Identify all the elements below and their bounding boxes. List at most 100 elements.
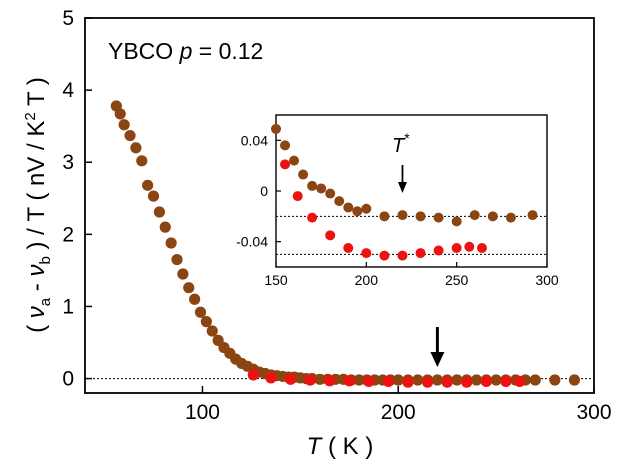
x-axis-title: T ( K ) xyxy=(307,433,374,460)
main-x-tick-label: 200 xyxy=(381,401,416,424)
red-data-point xyxy=(284,373,297,385)
brown-data-point xyxy=(118,119,130,131)
main-y-tick-label: 3 xyxy=(62,151,74,174)
y-axis-title: ( νa - νb ) / T ( nV / K2 T ) xyxy=(22,77,54,333)
inset-brown-data-point xyxy=(307,180,318,191)
red-data-point xyxy=(500,375,512,388)
main-x-tick-label: 300 xyxy=(576,401,611,424)
brown-data-point xyxy=(165,237,177,249)
main-y-ticks: 0 1 2 3 4 5 xyxy=(62,7,92,391)
inset-brown-data-point xyxy=(343,202,354,213)
main-y-tick-label: 1 xyxy=(62,295,74,318)
inset-plot-frame xyxy=(275,114,548,268)
inset-tstar-annotation: T* xyxy=(392,130,410,157)
red-data-point xyxy=(324,375,336,387)
inset-x-tick-label: 250 xyxy=(445,272,469,288)
brown-data-point xyxy=(470,374,483,386)
red-data-point xyxy=(421,376,434,388)
inset-brown-data-point xyxy=(271,123,281,134)
inset-brown-data-point xyxy=(361,203,372,214)
inset-x-tick-label: 300 xyxy=(535,272,559,288)
inset-red-data-point xyxy=(476,243,487,253)
inset-data-points xyxy=(271,123,538,261)
inset-red-data-point xyxy=(325,230,336,241)
brown-data-point xyxy=(431,374,443,386)
inset-y-tick-label: -0.04 xyxy=(236,234,268,250)
main-y-tick-label: 4 xyxy=(62,79,74,102)
red-data-point xyxy=(265,372,277,384)
inset-red-data-point xyxy=(397,250,408,261)
inset-red-data-point xyxy=(415,248,426,259)
red-data-point xyxy=(304,374,316,386)
brown-data-point xyxy=(412,374,424,386)
brown-data-point xyxy=(568,374,581,386)
brown-data-point xyxy=(529,374,541,386)
main-y-tick-label: 0 xyxy=(62,368,74,391)
inset-brown-data-point xyxy=(451,216,462,227)
brown-data-point xyxy=(171,253,183,266)
main-arrow-marker xyxy=(430,327,445,367)
inset-red-data-point xyxy=(379,250,390,261)
main-plot-frame xyxy=(84,17,595,394)
inset-red-data-point xyxy=(464,241,475,252)
inset-red-data-point xyxy=(451,243,462,253)
brown-data-point xyxy=(130,142,142,154)
brown-data-point xyxy=(451,374,463,386)
sample-annotation: YBCO p = 0.12 xyxy=(108,38,263,64)
brown-data-point xyxy=(353,374,365,386)
main-x-tick-label: 100 xyxy=(185,401,220,424)
inset-red-data-point xyxy=(433,245,444,256)
brown-data-point xyxy=(189,293,201,305)
red-data-point xyxy=(402,376,414,388)
brown-data-point xyxy=(136,155,148,167)
brown-data-point xyxy=(194,306,207,318)
red-data-point xyxy=(480,375,492,388)
main-y-tick-label: 5 xyxy=(62,7,74,30)
brown-data-point xyxy=(159,221,171,233)
inset-y-ticks: 0.04 0 -0.04 xyxy=(236,132,281,250)
inset-brown-data-point xyxy=(280,140,291,151)
inset-red-data-point xyxy=(280,159,291,170)
inset-brown-data-point xyxy=(379,211,390,222)
inset-red-data-point xyxy=(361,248,372,259)
inset-brown-data-point xyxy=(316,183,327,194)
brown-data-point xyxy=(147,190,160,202)
inset-brown-data-point xyxy=(433,212,444,223)
inset-red-data-point xyxy=(343,243,354,253)
red-data-point xyxy=(382,375,395,388)
brown-data-point xyxy=(392,374,404,386)
inset-brown-data-point xyxy=(397,210,408,221)
inset-y-tick-label: 0.04 xyxy=(241,132,268,148)
inset-x-tick-label: 150 xyxy=(264,272,288,288)
inset-brown-data-point xyxy=(325,188,336,199)
brown-data-point xyxy=(177,268,189,280)
inset-x-ticks: 150 200 250 300 xyxy=(264,262,559,288)
brown-data-point xyxy=(153,206,165,218)
red-data-point xyxy=(247,369,259,381)
inset-y-tick-label: 0 xyxy=(260,183,268,199)
brown-data-point xyxy=(183,282,195,294)
red-data-point xyxy=(343,375,355,387)
inset-brown-data-point xyxy=(487,211,498,222)
inset-brown-data-point xyxy=(527,210,538,221)
brown-data-point xyxy=(142,179,154,191)
inset-brown-data-point xyxy=(469,210,480,221)
brown-data-point xyxy=(314,373,326,385)
brown-data-point xyxy=(206,325,218,337)
main-y-tick-label: 2 xyxy=(62,223,74,246)
inset-brown-data-point xyxy=(289,155,300,166)
brown-data-point xyxy=(114,108,126,120)
brown-data-point xyxy=(549,374,561,386)
brown-data-point xyxy=(200,316,212,328)
inset-brown-data-point xyxy=(298,169,309,180)
red-data-point xyxy=(441,376,453,388)
inset-brown-data-point xyxy=(334,196,345,207)
inset-brown-data-point xyxy=(415,211,426,222)
brown-data-point xyxy=(124,129,136,142)
inset-x-tick-label: 200 xyxy=(355,272,379,288)
inset-brown-data-point xyxy=(505,212,516,223)
main-data-points xyxy=(110,100,581,388)
inset-brown-data-point xyxy=(352,206,363,217)
red-data-point xyxy=(514,375,526,388)
red-data-point xyxy=(461,376,473,388)
